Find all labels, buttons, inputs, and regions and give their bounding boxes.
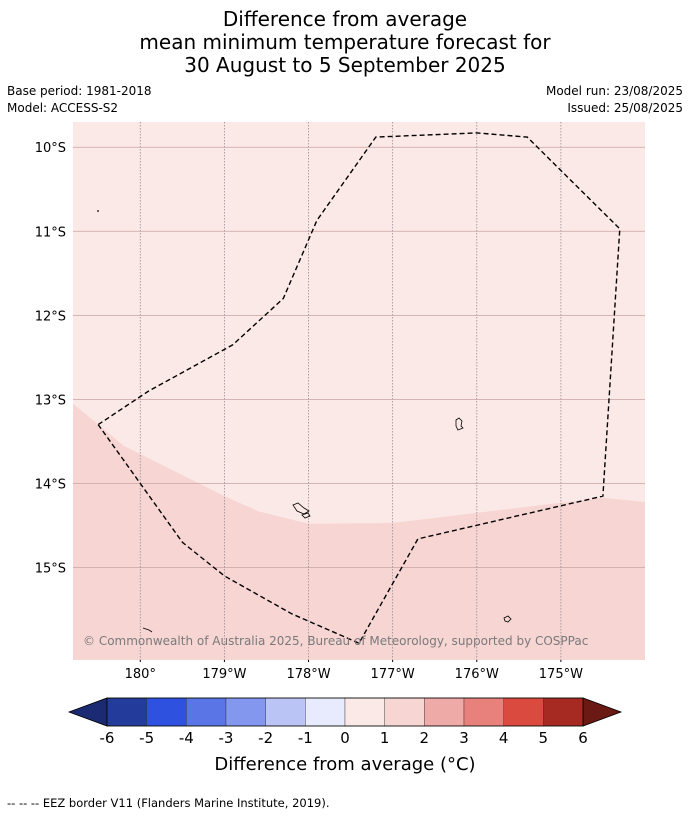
colorbar-segment [106,697,147,727]
colorbar-tick-label: -3 [219,729,234,747]
colorbar-segment [384,697,425,727]
colorbar-segment [186,697,227,727]
island-outline [142,627,153,633]
island-outline [455,417,464,431]
colorbar-under-arrow [67,697,108,727]
title-line-3: 30 August to 5 September 2025 [184,53,506,77]
lon-tick-label: 180° [125,667,156,682]
colorbar-segment [543,697,584,727]
field-1-to-2 [73,403,645,660]
colorbar-tick-label: 0 [340,729,350,747]
title-line-2: mean minimum temperature forecast for [139,30,551,54]
lat-tick-label: 12°S [35,309,66,324]
colorbar-frame [106,697,584,727]
model-name: Model: ACCESS-S2 [7,101,119,115]
lat-tick-label: 10°S [35,141,66,156]
colorbar-tick-label: 4 [499,729,509,747]
lon-tick-label: 177°W [371,667,415,682]
lat-tick-label: 11°S [35,225,66,240]
island-outline [301,512,311,519]
island-dot [97,210,99,212]
eez-border-line [97,132,621,645]
colorbar-tick-label: -2 [258,729,273,747]
copyright-text: © Commonwealth of Australia 2025, Bureau… [83,634,588,648]
colorbar-over-arrow [582,697,623,727]
colorbar-segment [463,697,504,727]
colorbar-label: Difference from average (°C) [214,754,476,775]
colorbar-tick-label: 5 [539,729,549,747]
lon-tick-label: 178°W [286,667,330,682]
island-outline [292,502,310,515]
eez-footnote: -- -- -- EEZ border V11 (Flanders Marine… [7,796,330,810]
issued-date: Issued: 25/08/2025 [567,101,683,115]
lat-tick-label: 13°S [35,393,66,408]
colorbar-segment [265,697,306,727]
colorbar-tick-label: 1 [380,729,390,747]
base-period: Base period: 1981-2018 [7,84,152,98]
meta-left: Base period: 1981-2018 Model: ACCESS-S2 [7,83,152,117]
model-run: Model run: 23/08/2025 [545,84,683,98]
colorbar-segment [146,697,187,727]
lat-tick-label: 15°S [35,562,66,577]
title-line-1: Difference from average [222,7,468,31]
lon-tick-label: 179°W [202,667,246,682]
colorbar-segment [503,697,544,727]
colorbar-tick-label: -1 [298,729,313,747]
colorbar-segment [424,697,465,727]
lat-tick-label: 14°S [35,477,66,492]
meta-right: Model run: 23/08/2025 Issued: 25/08/2025 [546,83,683,117]
colorbar-segment [225,697,266,727]
chart-title: Difference from average mean minimum tem… [0,8,690,77]
island-outline [503,615,512,623]
colorbar-tick-label: 3 [459,729,469,747]
colorbar-tick-label: -5 [139,729,154,747]
lon-tick-label: 176°W [455,667,499,682]
colorbar-tick-label: 6 [578,729,588,747]
colorbar-tick-label: -6 [100,729,115,747]
colorbar-segment [344,697,385,727]
colorbar-tick-label: 2 [420,729,430,747]
lon-tick-label: 175°W [539,667,583,682]
colorbar-tick-label: -4 [179,729,194,747]
colorbar-segment [305,697,346,727]
